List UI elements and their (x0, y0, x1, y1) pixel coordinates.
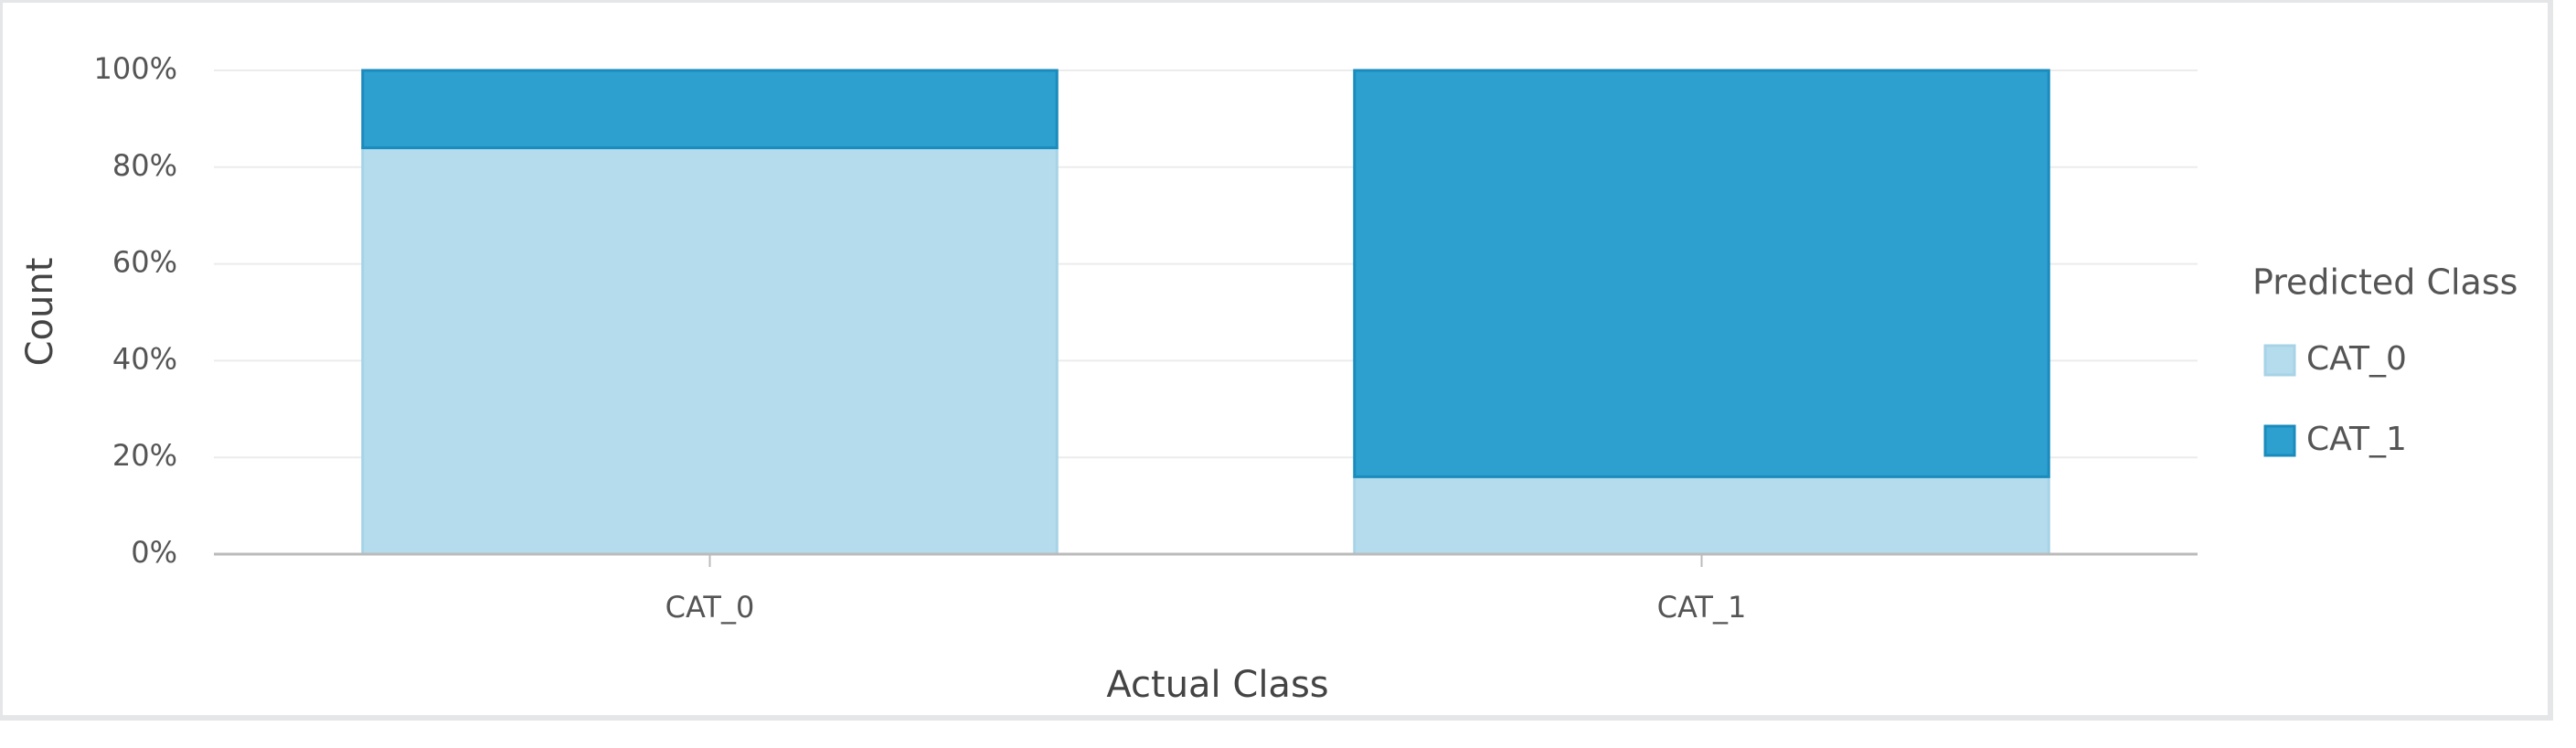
legend-label: CAT_1 (2306, 421, 2407, 458)
bar-segment (361, 146, 1059, 556)
bar-segment (1353, 69, 2050, 478)
bar-segment (361, 69, 1059, 150)
y-tick-label: 80% (112, 148, 177, 183)
x-axis-title: Actual Class (1106, 664, 1328, 706)
legend-swatch (2263, 344, 2296, 377)
y-tick-label: 20% (112, 438, 177, 473)
y-axis-title: Count (19, 258, 61, 367)
y-tick-label: 60% (112, 245, 177, 280)
y-tick-label: 100% (94, 51, 177, 86)
legend-swatch (2263, 424, 2296, 457)
x-tick-label: CAT_1 (1657, 590, 1747, 625)
bar-segment (1353, 475, 2050, 556)
y-tick-label: 0% (131, 535, 177, 570)
x-tick-label: CAT_0 (665, 590, 755, 625)
y-tick-label: 40% (112, 341, 177, 376)
legend-label: CAT_0 (2306, 340, 2407, 378)
legend-title: Predicted Class (2252, 262, 2517, 303)
